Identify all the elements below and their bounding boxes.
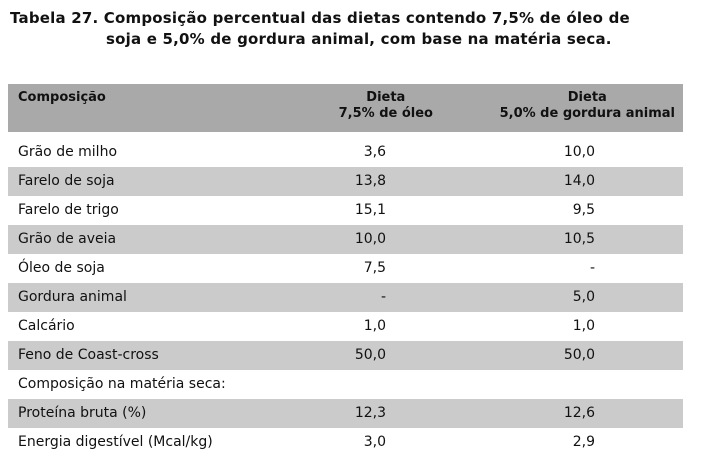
header-composicao: Composição	[18, 90, 106, 105]
header-dieta-oleo: Dieta 7,5% de óleo	[339, 90, 433, 122]
row-label: Grão de aveia	[18, 231, 117, 247]
row-label: Farelo de soja	[18, 173, 115, 189]
value-gordura: 50,0	[563, 347, 595, 363]
value-oleo: 3,6	[363, 144, 386, 160]
table-row: Farelo de soja 13,8 14,0	[8, 167, 683, 196]
value-gordura: -	[589, 260, 595, 276]
value-gordura: 14,0	[563, 173, 595, 189]
value-oleo: 3,0	[363, 434, 386, 450]
row-label: Óleo de soja	[18, 260, 105, 276]
table-row: Grão de aveia 10,0 10,5	[8, 225, 683, 254]
header-label: Dieta	[366, 90, 406, 105]
table-row: Grão de milho 3,6 10,0	[8, 138, 683, 167]
value-oleo: -	[380, 289, 386, 305]
value-oleo: 50,0	[354, 347, 386, 363]
row-label: Feno de Coast-cross	[18, 347, 159, 363]
row-label: Gordura animal	[18, 289, 127, 305]
header-dieta-gordura: Dieta 5,0% de gordura animal	[500, 90, 675, 122]
caption-line-1: Tabela 27. Composição percentual das die…	[10, 9, 630, 27]
table-row: Calcário 1,0 1,0	[8, 312, 683, 341]
value-gordura: 9,5	[572, 202, 595, 218]
value-oleo: 13,8	[354, 173, 386, 189]
value-gordura: 2,9	[572, 434, 595, 450]
value-oleo: 7,5	[363, 260, 386, 276]
table-row: Farelo de trigo 15,1 9,5	[8, 196, 683, 225]
row-label: Farelo de trigo	[18, 202, 119, 218]
table-header: Composição Dieta 7,5% de óleo Dieta 5,0% d…	[8, 84, 683, 132]
row-label: Energia digestível (Mcal/kg)	[18, 434, 213, 450]
value-gordura: 1,0	[572, 318, 595, 334]
table-body: Grão de milho 3,6 10,0 Farelo de soja 13,8 14…	[8, 138, 683, 457]
table-row: Feno de Coast-cross 50,0 50,0	[8, 341, 683, 370]
value-oleo: 12,3	[354, 405, 386, 421]
header-label: Dieta	[567, 90, 607, 105]
value-gordura: 10,5	[563, 231, 595, 247]
caption-line-2: soja e 5,0% de gordura animal, com base …	[106, 30, 612, 48]
row-label: Grão de milho	[18, 144, 118, 160]
value-gordura: 12,6	[563, 405, 595, 421]
table-caption: Tabela 27. Composição percentual das die…	[10, 8, 630, 50]
value-oleo: 15,1	[354, 202, 386, 218]
value-oleo: 10,0	[354, 231, 386, 247]
table-row: Gordura animal - 5,0	[8, 283, 683, 312]
header-label: 7,5% de óleo	[338, 106, 433, 121]
value-gordura: 10,0	[563, 144, 595, 160]
table-row: Energia digestível (Mcal/kg) 3,0 2,9	[8, 428, 683, 457]
row-label: Proteína bruta (%)	[18, 405, 147, 421]
header-label: 5,0% de gordura animal	[499, 106, 675, 121]
table-row: Óleo de soja 7,5 -	[8, 254, 683, 283]
table-row: Composição na matéria seca:	[8, 370, 683, 399]
row-label: Calcário	[18, 318, 75, 334]
row-label: Composição na matéria seca:	[18, 376, 226, 392]
value-oleo: 1,0	[363, 318, 386, 334]
table-row: Proteína bruta (%) 12,3 12,6	[8, 399, 683, 428]
value-gordura: 5,0	[572, 289, 595, 305]
